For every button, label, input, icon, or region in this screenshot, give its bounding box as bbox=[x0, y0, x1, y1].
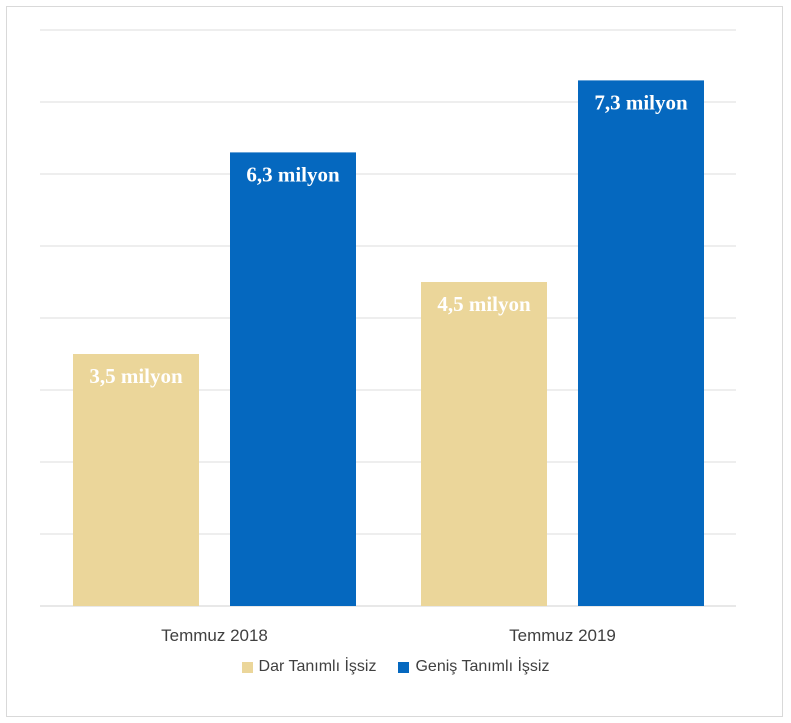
bar-0-1 bbox=[421, 282, 547, 606]
chart-legend: Dar Tanımlı İşsiz Geniş Tanımlı İşsiz bbox=[0, 658, 791, 676]
data-label: 6,3 milyon bbox=[246, 162, 340, 186]
x-tick-label: Temmuz 2019 bbox=[509, 626, 616, 645]
data-label: 7,3 milyon bbox=[594, 90, 688, 114]
bar-1-0 bbox=[230, 152, 356, 606]
x-tick-label: Temmuz 2018 bbox=[161, 626, 268, 645]
legend-swatch-dar bbox=[241, 661, 253, 673]
legend-swatch-genis bbox=[398, 661, 410, 673]
data-label: 3,5 milyon bbox=[89, 364, 183, 388]
legend-label-genis: Geniş Tanımlı İşsiz bbox=[415, 658, 550, 675]
legend-item-genis: Geniş Tanımlı İşsiz bbox=[398, 658, 549, 676]
bar-1-1 bbox=[578, 80, 704, 606]
data-label: 4,5 milyon bbox=[437, 292, 531, 316]
bar-0-0 bbox=[73, 354, 199, 606]
legend-label-dar: Dar Tanımlı İşsiz bbox=[258, 658, 377, 675]
legend-item-dar: Dar Tanımlı İşsiz bbox=[241, 658, 377, 676]
